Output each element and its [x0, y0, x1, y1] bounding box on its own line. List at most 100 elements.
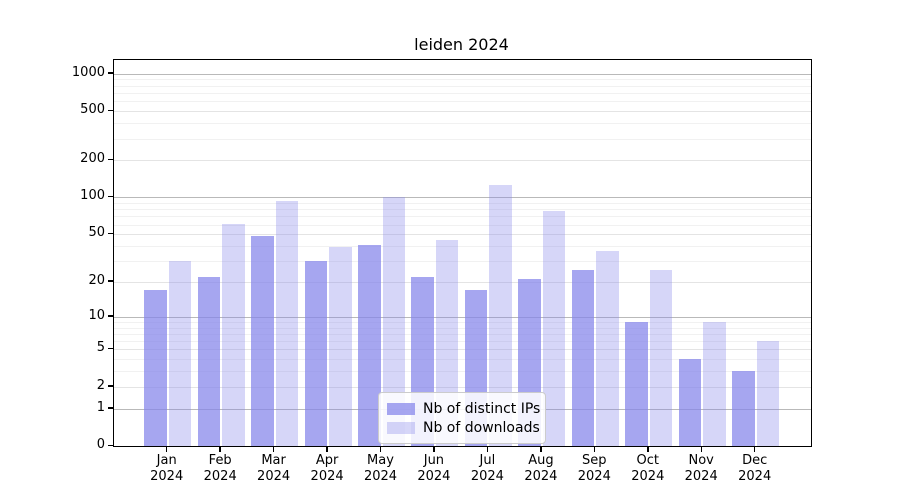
x-tick-label-nov: Nov 2024: [684, 453, 718, 484]
bar-may-distinct-ips: [358, 244, 381, 446]
gridline-3: [114, 371, 811, 373]
bar-sep-distinct-ips: [571, 270, 595, 446]
y-tick-mark-1: [108, 407, 113, 409]
gridline-200: [114, 160, 811, 162]
bar-apr-downloads: [329, 247, 352, 446]
gridline-20: [114, 281, 811, 283]
x-tick-mark-jul: [486, 446, 489, 452]
x-tick-mark-feb: [219, 446, 221, 452]
plot-area: Nb of distinct IPs Nb of downloads: [113, 59, 812, 447]
bar-aug-downloads: [542, 210, 566, 446]
x-tick-mark-jan: [165, 446, 168, 452]
x-tick-label-jun: Jun 2024: [417, 453, 451, 484]
gridline-40: [114, 245, 811, 247]
gridline-500: [114, 111, 811, 112]
gridline-100: [114, 197, 811, 199]
bar-jan-distinct-ips: [144, 290, 167, 446]
y-tick-mark-5: [108, 347, 113, 350]
gridline-8: [114, 327, 811, 329]
gridline-400: [114, 123, 811, 124]
x-tick-mark-sep: [593, 446, 595, 452]
gridline-90: [114, 202, 811, 204]
y-tick-label-0: 0: [96, 437, 105, 452]
gridline-5: [114, 349, 811, 351]
y-tick-mark-200: [108, 158, 113, 161]
bar-sep-downloads: [596, 251, 619, 446]
bar-mar-downloads: [275, 201, 299, 446]
y-tick-mark-50: [108, 232, 113, 235]
legend-item-downloads: Nb of downloads: [387, 418, 540, 437]
x-tick-mark-mar: [272, 446, 275, 452]
x-tick-label-aug: Aug 2024: [524, 453, 558, 484]
y-tick-label-2: 2: [96, 377, 105, 393]
chart-title: leiden 2024: [414, 35, 509, 54]
gridline-60: [114, 224, 811, 226]
gridline-80: [114, 209, 811, 211]
gridline-300: [114, 138, 811, 140]
x-tick-mark-oct: [647, 446, 649, 452]
y-tick-mark-100: [108, 195, 113, 198]
x-tick-label-may: May 2024: [363, 453, 398, 484]
y-tick-mark-20: [108, 280, 113, 282]
gridline-700: [114, 92, 811, 94]
x-tick-mark-aug: [540, 446, 542, 452]
gridline-30: [114, 261, 811, 262]
gridline-10: [114, 316, 811, 318]
gridline-70: [114, 216, 811, 218]
y-tick-mark-500: [108, 109, 113, 111]
bar-nov-distinct-ips: [678, 359, 702, 446]
bar-jan-downloads: [168, 261, 192, 446]
y-tick-mark-1000: [108, 72, 113, 74]
y-tick-label-10: 10: [88, 307, 105, 323]
bar-oct-distinct-ips: [625, 321, 648, 446]
legend-item-distinct-ips: Nb of distinct IPs: [387, 399, 541, 418]
bar-mar-distinct-ips: [251, 236, 274, 446]
x-tick-mark-jun: [433, 446, 435, 452]
gridline-600: [114, 101, 811, 103]
x-tick-mark-dec: [753, 446, 756, 452]
y-tick-mark-0: [108, 444, 113, 446]
gridline-6: [114, 341, 811, 343]
gridline-800: [114, 85, 811, 87]
x-tick-label-apr: Apr 2024: [310, 453, 344, 484]
bar-apr-distinct-ips: [304, 261, 328, 446]
legend-swatch-downloads: [387, 421, 415, 434]
x-tick-mark-nov: [700, 446, 702, 452]
legend-swatch-distinct-ips: [387, 402, 415, 415]
legend-label-downloads: Nb of downloads: [423, 419, 540, 436]
y-tick-label-200: 200: [80, 151, 105, 167]
gridline-4: [114, 359, 811, 361]
y-tick-label-500: 500: [80, 102, 105, 117]
y-tick-mark-10: [108, 315, 113, 317]
bar-feb-downloads: [222, 223, 245, 446]
gridline-2: [114, 386, 811, 388]
bar-feb-distinct-ips: [197, 277, 221, 446]
y-tick-label-50: 50: [88, 225, 105, 241]
bar-dec-downloads: [756, 341, 780, 446]
y-tick-label-1: 1: [96, 399, 105, 415]
x-tick-label-feb: Feb 2024: [203, 453, 237, 484]
gridline-1000: [114, 73, 811, 75]
bar-oct-downloads: [649, 270, 673, 446]
gridline-50: [114, 234, 811, 236]
x-tick-label-oct: Oct 2024: [631, 453, 665, 484]
bar-may-downloads: [382, 197, 405, 446]
x-tick-mark-may: [379, 446, 382, 452]
x-tick-label-jan: Jan 2024: [150, 453, 184, 484]
bar-jul-downloads: [489, 185, 512, 446]
gridline-900: [114, 79, 811, 81]
bar-nov-downloads: [703, 321, 726, 446]
y-tick-label-1000: 1000: [71, 64, 105, 80]
gridline-7: [114, 333, 811, 335]
y-tick-label-100: 100: [80, 188, 105, 204]
bar-dec-distinct-ips: [732, 371, 755, 446]
x-tick-label-dec: Dec 2024: [738, 453, 772, 484]
legend: Nb of distinct IPs Nb of downloads: [378, 392, 546, 444]
x-tick-label-mar: Mar 2024: [257, 453, 291, 484]
y-tick-mark-2: [108, 385, 113, 387]
x-tick-label-jul: Jul 2024: [470, 453, 504, 484]
y-tick-label-20: 20: [88, 272, 105, 288]
legend-label-distinct-ips: Nb of distinct IPs: [423, 400, 541, 417]
gridline-9: [114, 321, 811, 323]
